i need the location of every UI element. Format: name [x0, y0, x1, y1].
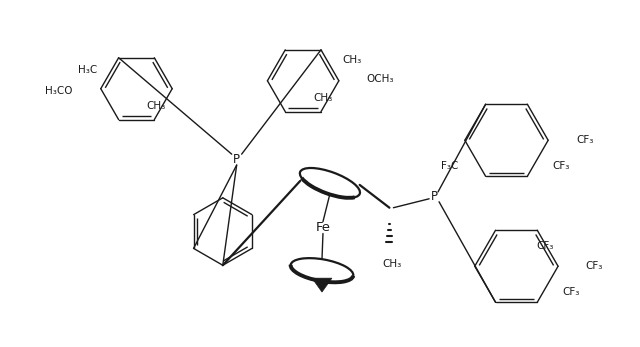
Polygon shape [312, 278, 332, 292]
Text: Fe: Fe [316, 221, 330, 234]
Text: H₃C: H₃C [77, 65, 97, 75]
Text: CH₃: CH₃ [343, 55, 362, 65]
Text: P: P [233, 153, 240, 166]
Text: CH₃: CH₃ [314, 93, 333, 103]
Text: P: P [431, 190, 438, 203]
Text: CF₃: CF₃ [536, 241, 554, 251]
Text: CF₃: CF₃ [562, 287, 579, 297]
Text: CF₃: CF₃ [576, 135, 593, 145]
Text: F₃C: F₃C [440, 161, 458, 171]
Text: CH₃: CH₃ [383, 259, 402, 269]
Text: CH₃: CH₃ [147, 101, 166, 111]
Text: H₃CO: H₃CO [45, 86, 73, 96]
Text: OCH₃: OCH₃ [367, 74, 394, 84]
Text: CF₃: CF₃ [552, 161, 570, 171]
Text: CF₃: CF₃ [586, 261, 604, 271]
